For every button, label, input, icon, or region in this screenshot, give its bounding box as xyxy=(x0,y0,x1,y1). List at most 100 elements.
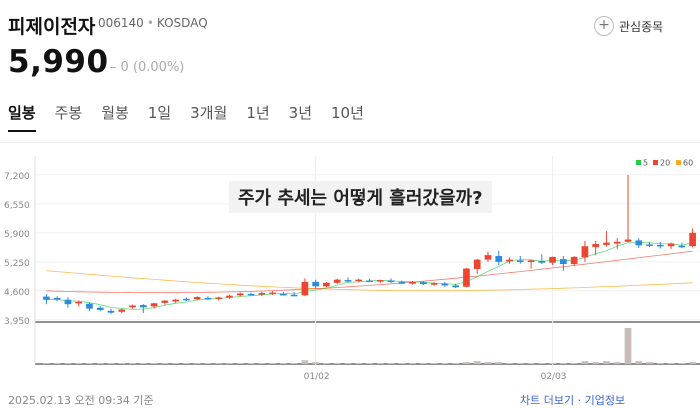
candle-body xyxy=(172,299,179,302)
volume-bar xyxy=(269,363,276,364)
candle-body xyxy=(118,309,126,312)
volume-bar xyxy=(204,363,212,364)
ma60-line xyxy=(46,270,693,292)
volume-bar xyxy=(441,363,449,364)
tab-divider xyxy=(0,142,700,143)
candle-body xyxy=(387,280,395,283)
volume-bar xyxy=(516,363,524,364)
y-tick-label: 6,550 xyxy=(4,201,30,211)
stock-header: 피제이전자 006140 • KOSDAQ + 관심종목 5,990 –0 (0.0… xyxy=(0,0,700,95)
tab-2[interactable]: 월봉 xyxy=(101,104,129,122)
candle-body xyxy=(678,245,686,248)
legend-swatch xyxy=(636,160,641,165)
volume-bar xyxy=(96,363,104,364)
stock-meta: 006140 • KOSDAQ xyxy=(98,16,208,30)
candle-body xyxy=(463,268,470,287)
volume-bar xyxy=(570,363,578,364)
footer-links[interactable]: 차트 더보기 · 기업정보 xyxy=(520,394,626,407)
candle-body xyxy=(613,241,621,244)
volume-bar xyxy=(150,363,158,364)
candle-body xyxy=(592,244,600,248)
volume-bar xyxy=(258,363,266,364)
candle-body xyxy=(236,293,244,296)
legend-swatch xyxy=(676,160,681,165)
volume-bar xyxy=(527,363,535,364)
candle-body xyxy=(64,299,72,305)
volume-bar xyxy=(366,363,373,364)
volume-bar xyxy=(118,363,126,364)
candle-body xyxy=(570,256,578,265)
volume-bar xyxy=(506,363,513,364)
candle-body xyxy=(323,282,330,287)
ma20-line xyxy=(46,250,693,294)
candle-body xyxy=(635,240,643,246)
tab-5[interactable]: 1년 xyxy=(246,104,270,122)
candle-body xyxy=(366,280,373,283)
candle-body xyxy=(344,280,352,282)
add-watchlist-button[interactable]: + 관심종목 xyxy=(594,13,663,39)
candle-body xyxy=(161,300,169,303)
tab-0[interactable]: 일봉 xyxy=(8,102,36,132)
tab-7[interactable]: 10년 xyxy=(331,104,364,122)
y-tick-label: 7,200 xyxy=(4,172,30,182)
plus-icon: + xyxy=(594,16,614,36)
stock-name: 피제이전자 xyxy=(8,16,96,38)
stock-market: KOSDAQ xyxy=(156,16,208,30)
volume-bar xyxy=(549,363,556,364)
candle-body xyxy=(226,295,233,298)
candle-body xyxy=(333,279,341,283)
volume-bar xyxy=(290,363,298,364)
candle-body xyxy=(183,298,190,301)
volume-bar xyxy=(333,363,341,364)
candle-body xyxy=(355,279,363,282)
x-tick-label: 01/02 xyxy=(304,372,330,382)
volume-bar xyxy=(183,363,190,364)
volume-bar xyxy=(473,361,481,364)
period-tabs: 일봉 주봉 월봉 1일 3개월 1년 3년 10년 xyxy=(0,102,375,142)
volume-bar xyxy=(678,363,686,364)
candle-body xyxy=(150,303,158,307)
candle-body xyxy=(279,293,287,296)
candle-body xyxy=(603,242,610,245)
volume-bar xyxy=(323,363,330,364)
volume-bar xyxy=(376,363,384,364)
candle-body xyxy=(204,297,212,300)
y-tick-label: 4,600 xyxy=(4,288,30,298)
candle-body xyxy=(473,259,481,269)
volume-bar xyxy=(560,363,567,364)
candle-body xyxy=(452,285,460,288)
candle-body xyxy=(53,297,61,300)
candle-body xyxy=(484,255,492,260)
candle-body xyxy=(560,259,567,265)
volume-bar xyxy=(689,362,696,364)
separator-dot: • xyxy=(146,16,154,30)
tab-4[interactable]: 3개월 xyxy=(190,104,228,122)
volume-bar xyxy=(64,363,72,364)
watchlist-label: 관심종목 xyxy=(619,19,664,34)
candle-body xyxy=(139,305,147,308)
y-tick-label: 5,900 xyxy=(4,230,30,240)
volume-bar xyxy=(420,363,427,364)
volume-bar xyxy=(592,362,600,364)
candle-body xyxy=(312,281,319,287)
volume-bar xyxy=(463,362,470,364)
legend-label: 5 xyxy=(643,159,648,168)
volume-bar xyxy=(75,363,83,364)
candle-body xyxy=(516,260,524,262)
volume-bar xyxy=(86,363,93,364)
candle-body xyxy=(409,281,416,284)
tab-3[interactable]: 1일 xyxy=(147,104,172,122)
volume-bar xyxy=(495,362,503,364)
candle-body xyxy=(624,239,632,242)
volume-bar xyxy=(355,363,363,364)
volume-bar xyxy=(107,363,115,364)
candle-body xyxy=(538,260,546,263)
tab-6[interactable]: 3년 xyxy=(288,104,313,122)
legend-swatch xyxy=(653,160,658,165)
volume-bar xyxy=(43,363,50,364)
tab-1[interactable]: 주봉 xyxy=(54,104,83,122)
volume-bar xyxy=(452,363,460,364)
candle-body xyxy=(258,293,266,295)
candle-body xyxy=(75,301,83,304)
volume-bar xyxy=(613,362,621,364)
